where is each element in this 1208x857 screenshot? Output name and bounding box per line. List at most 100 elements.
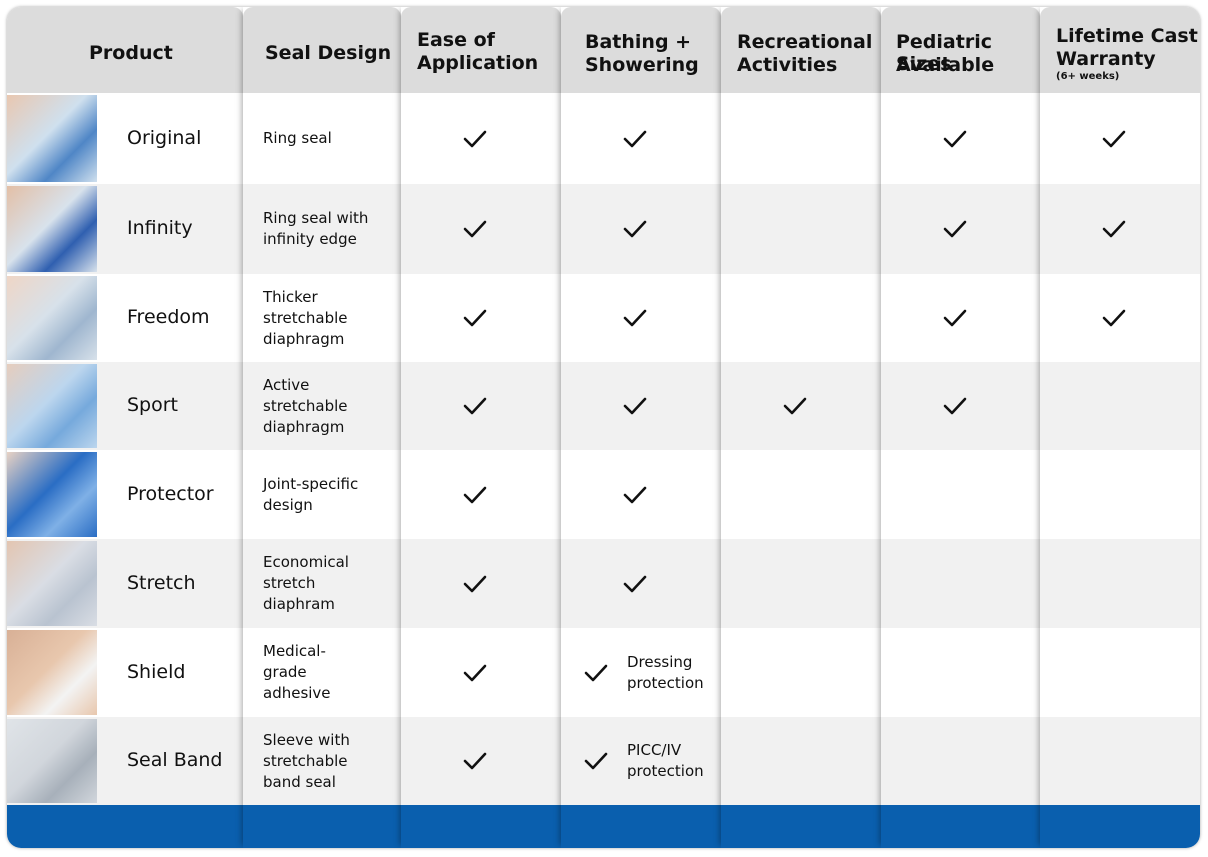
bathing-note: Dressing protection xyxy=(627,652,704,694)
table-row xyxy=(1040,93,1200,184)
table-row: Original xyxy=(7,93,243,184)
table-row xyxy=(401,539,561,628)
table-row xyxy=(721,362,881,450)
table-row xyxy=(881,184,1040,274)
product-name: Original xyxy=(127,126,202,149)
seal-design-text: Active stretchable diaphragm xyxy=(263,375,348,438)
seal-design-line: stretch xyxy=(263,574,316,592)
footer-bar xyxy=(1040,805,1200,848)
check-icon xyxy=(462,128,488,150)
seal-design-line: Joint-specific xyxy=(263,474,359,493)
table-row xyxy=(401,450,561,539)
check-icon xyxy=(1101,218,1127,240)
table-row: Stretch xyxy=(7,539,243,628)
bathing-note-line: PICC/IV xyxy=(627,741,682,759)
header-ease-line-1: Ease of xyxy=(417,29,495,51)
table-row xyxy=(721,628,881,717)
seal-design-line: Ring seal with xyxy=(263,209,369,227)
seal-design-text: Ring seal xyxy=(263,128,332,149)
product-name: Protector xyxy=(127,482,214,505)
seal-design-line: adhesive xyxy=(263,684,331,702)
table-row: Protector xyxy=(7,450,243,539)
check-icon xyxy=(942,128,968,150)
product-name: Infinity xyxy=(127,217,193,239)
check-icon xyxy=(1101,307,1127,329)
column-seal-design: Seal Design Ring seal Ring seal with infin… xyxy=(243,7,401,848)
header-ped-line-2: Available xyxy=(896,54,995,76)
column-pediatric-sizes: Pediatric Sizes Available xyxy=(881,7,1040,848)
footer-bar xyxy=(7,805,243,848)
table-row xyxy=(881,628,1040,717)
check-icon xyxy=(622,307,648,329)
product-photo xyxy=(7,364,97,448)
seal-design-text: Ring seal with infinity edge xyxy=(263,208,368,250)
table-row xyxy=(721,274,881,362)
header-product: Product xyxy=(7,7,243,93)
header-warranty-sub: (6+ weeks) xyxy=(1056,71,1120,82)
check-icon xyxy=(583,750,609,772)
product-photo xyxy=(7,541,97,626)
footer-bar xyxy=(243,805,401,848)
product-name: Shield xyxy=(127,660,186,683)
table-row xyxy=(561,274,721,362)
check-icon xyxy=(942,218,968,240)
seal-design-line: stretchable xyxy=(263,396,348,415)
table-row xyxy=(721,184,881,274)
product-name: Stretch xyxy=(127,571,196,594)
seal-design-line: band seal xyxy=(263,772,336,791)
table-row: Active stretchable diaphragm xyxy=(243,362,401,450)
table-row xyxy=(561,450,721,539)
product-name: Seal Band xyxy=(127,749,223,771)
table-row: Shield xyxy=(7,628,243,717)
check-icon xyxy=(583,662,609,684)
check-icon xyxy=(462,218,488,240)
seal-design-line: diaphragm xyxy=(263,329,345,348)
check-icon xyxy=(1101,128,1127,150)
seal-design-line: diaphragm xyxy=(263,417,345,436)
table-row xyxy=(1040,362,1200,450)
table-row xyxy=(881,93,1040,184)
table-row xyxy=(561,362,721,450)
product-photo xyxy=(7,452,97,537)
header-bathing-showering: Bathing + Showering xyxy=(561,7,721,93)
table-row xyxy=(1040,628,1200,717)
product-photo xyxy=(7,276,97,360)
comparison-table: Product Original Infinity Freedom Sport Prot… xyxy=(7,7,1200,848)
check-icon xyxy=(942,395,968,417)
product-photo xyxy=(7,186,97,272)
table-row xyxy=(881,362,1040,450)
check-icon xyxy=(462,307,488,329)
table-row: Joint-specific design xyxy=(243,450,401,539)
seal-design-line: Sleeve with xyxy=(263,730,350,749)
table-row xyxy=(401,274,561,362)
table-row: Sport xyxy=(7,362,243,450)
table-row xyxy=(881,274,1040,362)
seal-design-line: grade xyxy=(263,663,307,681)
table-row xyxy=(721,717,881,805)
table-row xyxy=(1040,450,1200,539)
table-row xyxy=(561,93,721,184)
table-row xyxy=(881,450,1040,539)
bathing-note: PICC/IV protection xyxy=(627,740,704,782)
table-row xyxy=(721,450,881,539)
product-photo xyxy=(7,630,97,715)
table-row xyxy=(1040,274,1200,362)
table-row xyxy=(1040,184,1200,274)
table-row xyxy=(1040,717,1200,805)
column-product: Product Original Infinity Freedom Sport Prot… xyxy=(7,7,243,848)
seal-design-line: Ring seal xyxy=(263,129,332,147)
header-lifetime-warranty: Lifetime Cast Warranty (6+ weeks) xyxy=(1040,7,1200,93)
table-row xyxy=(721,539,881,628)
check-icon xyxy=(462,662,488,684)
bathing-note-line: protection xyxy=(627,762,704,780)
seal-design-text: Medical-grade adhesive xyxy=(263,641,331,704)
column-recreational-activities: Recreational Activities xyxy=(721,7,881,848)
seal-design-line: infinity edge xyxy=(263,230,357,248)
table-row xyxy=(721,93,881,184)
header-recreational-activities: Recreational Activities xyxy=(721,7,881,93)
header-ease-of-application: Ease of Application xyxy=(401,7,561,93)
table-row: Thicker stretchable diaphragm xyxy=(243,274,401,362)
seal-design-text: Joint-specific design xyxy=(263,474,358,516)
header-product-label: Product xyxy=(89,42,173,64)
footer-bar xyxy=(881,805,1040,848)
